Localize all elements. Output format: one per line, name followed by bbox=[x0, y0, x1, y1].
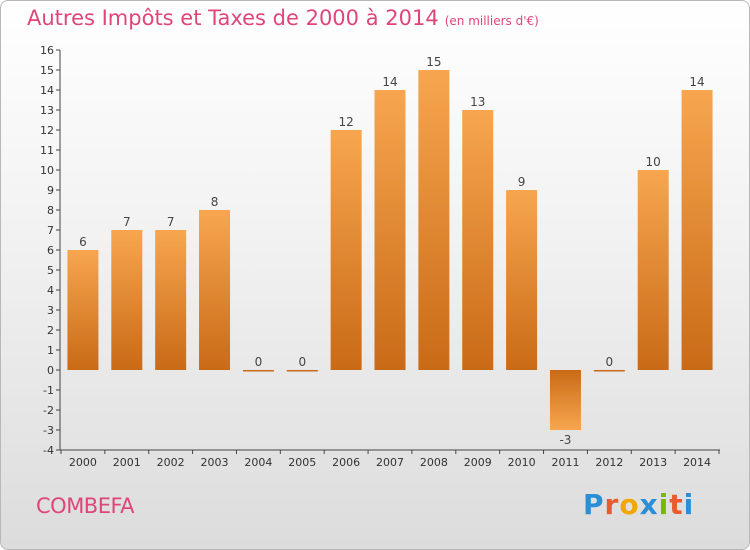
y-tick-label: 16 bbox=[40, 44, 54, 57]
bar bbox=[199, 210, 231, 370]
data-label: 0 bbox=[255, 355, 263, 369]
y-tick-label: 7 bbox=[47, 224, 54, 237]
bar bbox=[506, 190, 538, 370]
x-tick-label: 2012 bbox=[595, 456, 623, 469]
y-tick-label: 8 bbox=[47, 204, 54, 217]
x-tick-label: 2014 bbox=[683, 456, 711, 469]
data-label: 6 bbox=[79, 235, 87, 249]
data-label: 14 bbox=[382, 75, 397, 89]
bar bbox=[549, 370, 581, 430]
x-tick-label: 2006 bbox=[332, 456, 360, 469]
chart-unit: (en milliers d'€) bbox=[444, 14, 539, 28]
bar bbox=[462, 110, 494, 370]
y-tick-label: 5 bbox=[47, 264, 54, 277]
data-label: 14 bbox=[689, 75, 704, 89]
bar bbox=[593, 370, 625, 372]
bar bbox=[67, 250, 99, 370]
x-tick-label: 2003 bbox=[201, 456, 229, 469]
x-tick-label: 2013 bbox=[639, 456, 667, 469]
chart-title: Autres Impôts et Taxes de 2000 à 2014 (en… bbox=[27, 6, 539, 30]
y-tick-label: 14 bbox=[40, 84, 54, 97]
y-tick-label: 3 bbox=[47, 304, 54, 317]
x-tick-label: 2000 bbox=[69, 456, 97, 469]
y-tick-label: 6 bbox=[47, 244, 54, 257]
bar bbox=[111, 230, 143, 370]
bar bbox=[242, 370, 274, 372]
y-tick-label: -4 bbox=[43, 444, 54, 457]
bar bbox=[418, 70, 450, 370]
y-tick-label: 10 bbox=[40, 164, 54, 177]
data-label: 7 bbox=[123, 215, 131, 229]
y-tick-label: -1 bbox=[43, 384, 54, 397]
x-tick-label: 2004 bbox=[244, 456, 272, 469]
y-tick-label: 9 bbox=[47, 184, 54, 197]
data-label: 7 bbox=[167, 215, 175, 229]
data-label: 9 bbox=[518, 175, 526, 189]
x-tick-label: 2010 bbox=[508, 456, 536, 469]
labels-group: 6 7 7 8 0 0 12 14 15 13 9 -3 0 10 14 bbox=[79, 55, 705, 447]
y-tick-label: 12 bbox=[40, 124, 54, 137]
y-tick-label: 11 bbox=[40, 144, 54, 157]
data-label: 12 bbox=[338, 115, 353, 129]
bar bbox=[330, 130, 362, 370]
x-tick-label: 2011 bbox=[551, 456, 579, 469]
proxiti-logo: Proxiti bbox=[583, 488, 695, 521]
y-tick-label: -2 bbox=[43, 404, 54, 417]
commune-name: COMBEFA bbox=[36, 494, 135, 518]
data-label: 13 bbox=[470, 95, 485, 109]
y-tick-label: 2 bbox=[47, 324, 54, 337]
data-label: 8 bbox=[211, 195, 219, 209]
x-tick-label: 2008 bbox=[420, 456, 448, 469]
y-tick-label: 13 bbox=[40, 104, 54, 117]
x-tick-label: 2009 bbox=[464, 456, 492, 469]
bar bbox=[374, 90, 406, 370]
data-label: 15 bbox=[426, 55, 441, 69]
data-label: 0 bbox=[298, 355, 306, 369]
y-tick-label: 15 bbox=[40, 64, 54, 77]
x-tick-label: 2005 bbox=[288, 456, 316, 469]
y-tick-label: 1 bbox=[47, 344, 54, 357]
bar bbox=[286, 370, 318, 372]
y-tick-label: 4 bbox=[47, 284, 54, 297]
y-tick-label: -3 bbox=[43, 424, 54, 437]
chart-title-text: Autres Impôts et Taxes de 2000 à 2014 bbox=[27, 6, 439, 30]
bar bbox=[681, 90, 713, 370]
data-label: 0 bbox=[606, 355, 614, 369]
data-label: 10 bbox=[646, 155, 661, 169]
x-tick-label: 2007 bbox=[376, 456, 404, 469]
bar bbox=[637, 170, 669, 370]
y-tick-label: 0 bbox=[47, 364, 54, 377]
x-tick-label: 2002 bbox=[157, 456, 185, 469]
bar bbox=[155, 230, 187, 370]
bars-group bbox=[67, 70, 713, 430]
x-tick-label: 2001 bbox=[113, 456, 141, 469]
data-label: -3 bbox=[559, 433, 571, 447]
